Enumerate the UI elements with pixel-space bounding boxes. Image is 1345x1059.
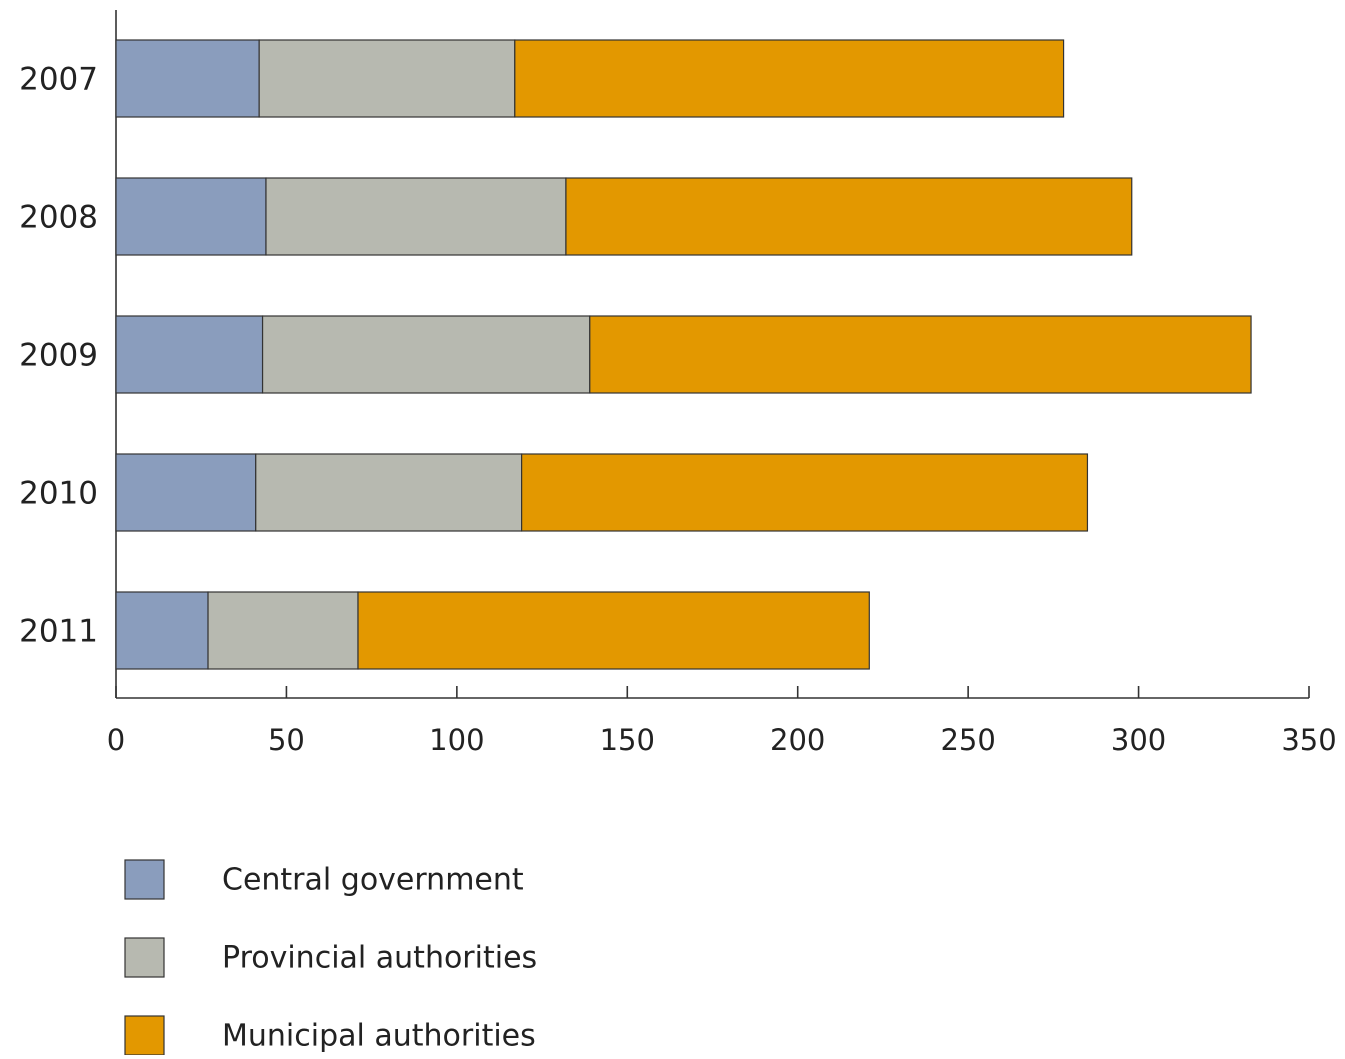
legend-swatch (124, 859, 165, 900)
x-tick-label: 250 (940, 723, 995, 757)
bar-2007-central-government (115, 39, 260, 118)
y-tick-label: 2010 (19, 476, 98, 512)
legend-label: Central government (222, 863, 524, 898)
bar-2007-municipal-authorities (514, 39, 1065, 118)
bar-2007-provincial-authorities (258, 39, 516, 118)
x-tick-label: 350 (1281, 723, 1336, 757)
x-tick-label: 300 (1111, 723, 1166, 757)
bar-2009-municipal-authorities (589, 315, 1252, 394)
bar-2008-central-government (115, 177, 267, 256)
legend-label: Municipal authorities (222, 1019, 536, 1054)
bar-2008-provincial-authorities (265, 177, 567, 256)
x-tick-label: 0 (107, 723, 125, 757)
bar-2011-central-government (115, 591, 209, 670)
bar-2010-provincial-authorities (255, 453, 523, 532)
legend-swatch (124, 1015, 165, 1056)
bar-2011-municipal-authorities (357, 591, 870, 670)
bar-2008-municipal-authorities (565, 177, 1133, 256)
x-tick-label: 50 (268, 723, 305, 757)
bar-2009-central-government (115, 315, 264, 394)
bar-2011-provincial-authorities (207, 591, 359, 670)
legend-swatch (124, 937, 165, 978)
x-tick-label: 150 (600, 723, 655, 757)
legend-label: Provincial authorities (222, 941, 537, 976)
x-tick-label: 200 (770, 723, 825, 757)
x-tick-label: 100 (429, 723, 484, 757)
y-tick-label: 2007 (19, 62, 98, 98)
bar-2009-provincial-authorities (261, 315, 591, 394)
bar-2010-municipal-authorities (521, 453, 1089, 532)
y-tick-label: 2008 (19, 200, 98, 236)
y-tick-label: 2011 (19, 614, 98, 650)
y-tick-label: 2009 (19, 338, 98, 374)
bar-2010-central-government (115, 453, 257, 532)
